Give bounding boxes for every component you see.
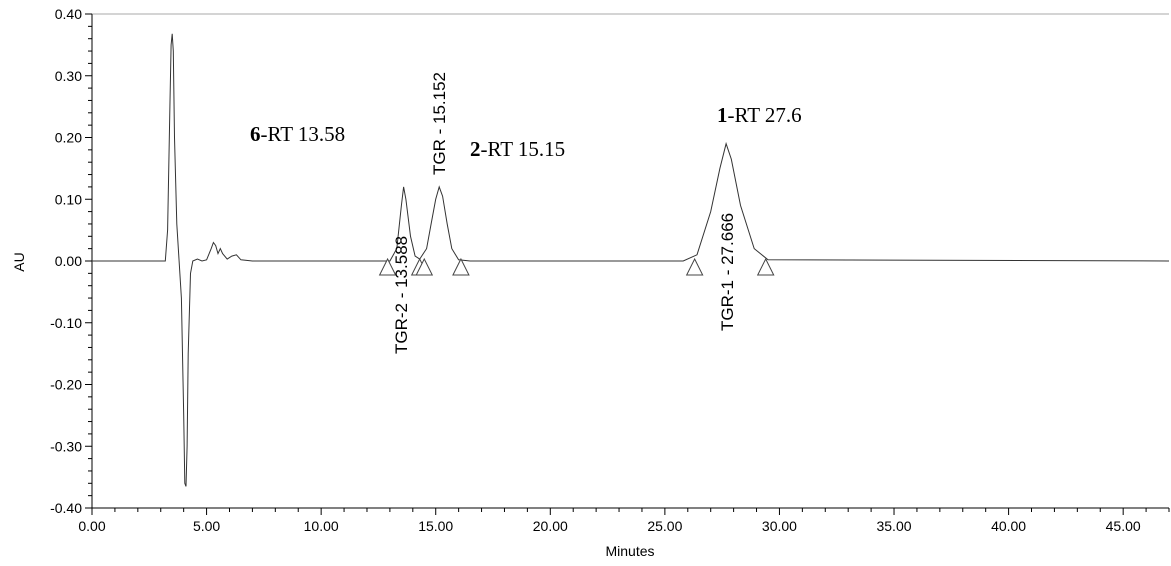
y-tick-label: -0.30 bbox=[50, 438, 82, 454]
y-tick-label: 0.20 bbox=[55, 130, 82, 146]
y-tick-label: -0.40 bbox=[50, 500, 82, 516]
x-axis-ticks: 0.00 5.00 10.00 15.00 20.00 25.00 30.00 35.00 40… bbox=[78, 508, 1170, 534]
peak-label-tgr1: TGR-1 - 27.666 bbox=[718, 213, 737, 331]
rt-label-2: 2-RT 15.15 bbox=[470, 137, 565, 161]
baseline-marker-triangle bbox=[756, 257, 775, 276]
chromatogram-trace bbox=[92, 33, 1170, 487]
x-tick-label: 45.00 bbox=[1106, 518, 1141, 534]
rt-label-6-text: -RT 13.58 bbox=[261, 122, 346, 146]
rt-label-2-text: -RT 15.15 bbox=[481, 137, 566, 161]
y-axis-ticks: 0.40 0.30 0.20 0.10 0.00 -0.10 -0.20 -0.30 -0.40 bbox=[50, 6, 92, 516]
rt-label-1-number: 1 bbox=[717, 103, 728, 127]
rt-label-1: 1-RT 27.6 bbox=[717, 103, 802, 127]
peak-label-tgr2: TGR-2 - 13.588 bbox=[392, 236, 411, 354]
y-tick-label: 0.40 bbox=[55, 6, 82, 22]
x-tick-label: 10.00 bbox=[304, 518, 339, 534]
x-tick-label: 35.00 bbox=[876, 518, 911, 534]
x-tick-label: 40.00 bbox=[991, 518, 1026, 534]
x-tick-label: 20.00 bbox=[533, 518, 568, 534]
x-tick-label: 15.00 bbox=[418, 518, 453, 534]
x-tick-label: 0.00 bbox=[78, 518, 105, 534]
rt-label-6: 6-RT 13.58 bbox=[250, 122, 345, 146]
y-tick-label: -0.10 bbox=[50, 315, 82, 331]
rt-label-6-number: 6 bbox=[250, 122, 261, 146]
x-tick-label: 25.00 bbox=[647, 518, 682, 534]
y-axis-title: AU bbox=[11, 252, 27, 271]
peak-label-tgr: TGR - 15.152 bbox=[430, 72, 449, 175]
baseline-marker-triangle bbox=[452, 257, 470, 276]
rt-label-1-text: -RT 27.6 bbox=[728, 103, 802, 127]
baseline-marker-triangle bbox=[685, 257, 704, 276]
baseline-marker-triangle bbox=[378, 257, 397, 276]
baseline-markers bbox=[378, 257, 775, 276]
y-tick-label: 0.00 bbox=[55, 253, 82, 269]
baseline-marker-triangle bbox=[415, 257, 434, 276]
x-tick-label: 30.00 bbox=[762, 518, 797, 534]
x-axis-title: Minutes bbox=[605, 543, 654, 559]
y-tick-label: -0.20 bbox=[50, 377, 82, 393]
rt-label-2-number: 2 bbox=[470, 137, 481, 161]
y-tick-label: 0.30 bbox=[55, 68, 82, 84]
y-tick-label: 0.10 bbox=[55, 191, 82, 207]
x-tick-label: 5.00 bbox=[193, 518, 220, 534]
